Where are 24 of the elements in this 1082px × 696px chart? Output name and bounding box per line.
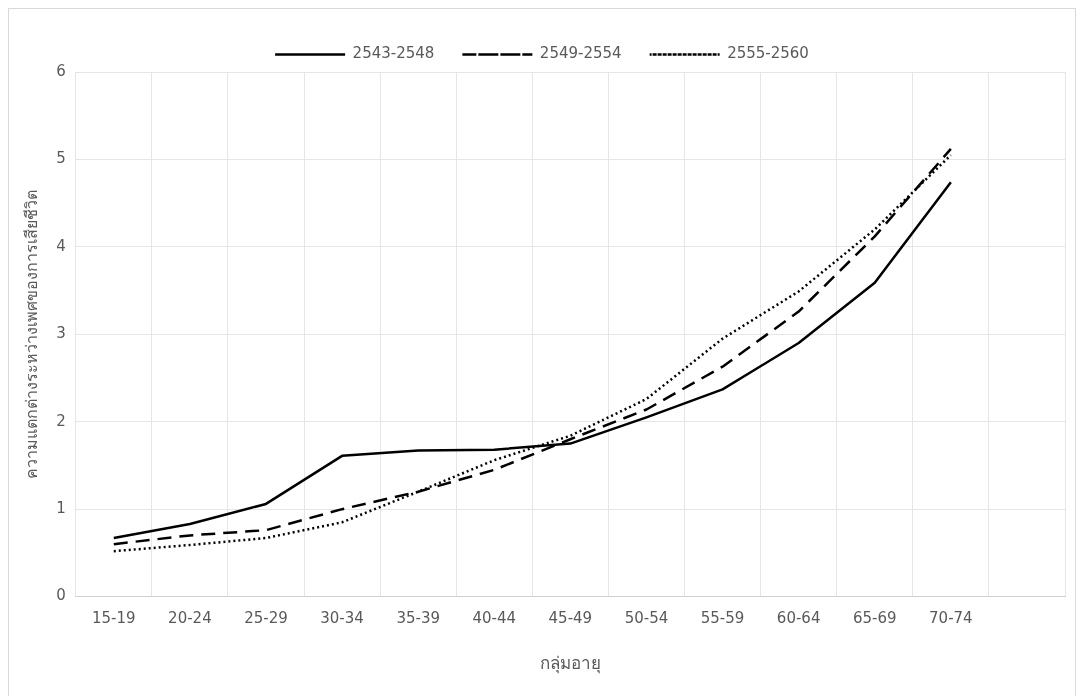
x-tick-label: 55-59: [700, 609, 745, 628]
x-tick-label: 70-74: [929, 609, 973, 628]
y-tick-label: 4: [56, 236, 66, 255]
y-tick-label: 3: [56, 324, 66, 343]
x-tick-label: 35-39: [396, 609, 440, 628]
x-axis-title: กลุ่มอายุ: [539, 653, 601, 675]
y-tick-label: 0: [56, 586, 66, 605]
legend-label: 2549-2554: [539, 44, 622, 63]
x-tick-label: 15-19: [91, 609, 136, 628]
x-tick-label: 60-64: [776, 609, 821, 628]
x-tick-label: 45-49: [548, 609, 593, 628]
legend-label: 2543-2548: [352, 44, 435, 63]
y-axis-title: ความแตกต่างระหว่างเพศของการเสียชีวิต: [21, 189, 41, 479]
x-tick-label: 65-69: [852, 609, 897, 628]
x-tick-label: 50-54: [624, 609, 669, 628]
y-tick-label: 1: [56, 499, 66, 518]
x-tick-label: 20-24: [168, 609, 212, 628]
x-tick-label: 40-44: [472, 609, 517, 628]
y-tick-label: 2: [56, 411, 66, 430]
y-tick-label: 5: [56, 149, 66, 168]
legend-label: 2555-2560: [727, 44, 809, 63]
x-tick-label: 30-34: [320, 609, 364, 628]
x-tick-label: 25-29: [244, 609, 288, 628]
y-tick-label: 6: [56, 61, 66, 80]
